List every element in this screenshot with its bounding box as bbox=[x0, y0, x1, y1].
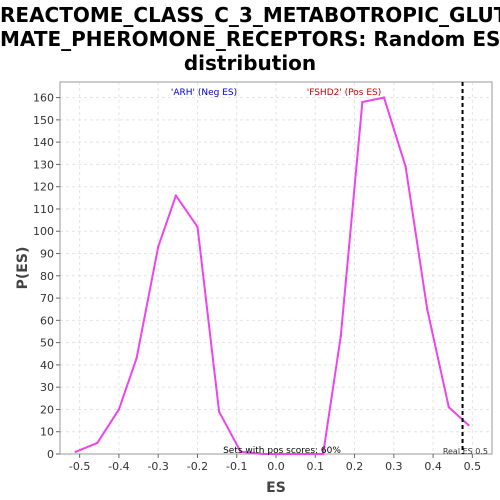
y-tick-label-16: 160 bbox=[33, 92, 54, 105]
data-point-0-9 bbox=[261, 452, 264, 456]
y-tick-label-0: 0 bbox=[47, 448, 54, 461]
data-point-0-19 bbox=[467, 423, 470, 427]
data-point-0-5 bbox=[174, 194, 178, 197]
y-tick-label-14: 140 bbox=[33, 136, 54, 149]
x-tick-label-5: 0.0 bbox=[267, 460, 285, 473]
data-point-0-0 bbox=[74, 450, 77, 453]
x-tick-label-3: -0.2 bbox=[187, 460, 208, 473]
pos-es-annotation: 'FSHD2' (Pos ES) bbox=[307, 88, 382, 98]
data-point-0-6 bbox=[196, 225, 199, 228]
x-tick-label-1: -0.4 bbox=[108, 460, 129, 473]
x-tick-label-6: 0.1 bbox=[307, 460, 325, 473]
y-tick-label-7: 70 bbox=[40, 292, 54, 305]
x-tick-label-4: -0.1 bbox=[226, 460, 247, 473]
series-line-0 bbox=[75, 96, 470, 455]
data-point-0-12 bbox=[321, 452, 325, 456]
pos-scores-annotation: Sets with pos scores: 60% bbox=[223, 446, 341, 456]
data-point-0-8 bbox=[239, 450, 242, 453]
x-axis-label: ES bbox=[266, 480, 286, 496]
data-point-0-7 bbox=[217, 410, 221, 413]
data-point-0-18 bbox=[447, 406, 450, 409]
data-point-0-13 bbox=[339, 334, 342, 338]
y-tick-label-12: 120 bbox=[33, 181, 54, 194]
y-tick-label-6: 60 bbox=[40, 314, 54, 327]
chart-title: REACTOME_CLASS_C_3_METABOTROPIC_GLUTA MA… bbox=[0, 3, 500, 75]
y-tick-label-13: 130 bbox=[33, 158, 54, 171]
x-tick-label-9: 0.4 bbox=[424, 460, 442, 473]
y-tick-label-5: 50 bbox=[40, 337, 54, 350]
data-point-0-14 bbox=[361, 100, 364, 104]
title-line-3: distribution bbox=[183, 51, 317, 75]
y-tick-label-2: 20 bbox=[40, 403, 54, 416]
x-tick-label-2: -0.3 bbox=[147, 460, 168, 473]
data-point-0-10 bbox=[282, 452, 286, 456]
y-tick-label-3: 30 bbox=[40, 381, 54, 394]
y-tick-label-10: 100 bbox=[33, 225, 54, 238]
data-point-0-16 bbox=[404, 165, 407, 168]
title-line-2: MATE_PHEROMONE_RECEPTORS: Random ES bbox=[0, 27, 500, 51]
y-tick-label-8: 80 bbox=[40, 270, 54, 283]
data-point-0-1 bbox=[96, 441, 99, 445]
data-point-0-3 bbox=[135, 357, 138, 360]
y-tick-label-11: 110 bbox=[33, 203, 54, 216]
x-tick-label-7: 0.2 bbox=[346, 460, 364, 473]
data-point-0-2 bbox=[117, 408, 121, 411]
data-point-0-17 bbox=[426, 308, 429, 311]
neg-es-annotation: 'ARH' (Neg ES) bbox=[171, 88, 237, 98]
x-tick-label-10: 0.5 bbox=[464, 460, 482, 473]
real-es-label: Real ES 0.5 bbox=[443, 447, 488, 456]
y-tick-label-1: 10 bbox=[40, 426, 54, 439]
x-tick-label-0: -0.5 bbox=[69, 460, 90, 473]
title-line-1: REACTOME_CLASS_C_3_METABOTROPIC_GLUTA bbox=[0, 3, 500, 27]
y-tick-label-15: 150 bbox=[33, 114, 54, 127]
data-point-0-11 bbox=[304, 452, 307, 456]
y-tick-label-4: 40 bbox=[40, 359, 54, 372]
x-tick-label-8: 0.3 bbox=[385, 460, 403, 473]
data-point-0-4 bbox=[156, 245, 160, 249]
y-axis-label: P(ES) bbox=[15, 247, 31, 290]
data-point-0-15 bbox=[382, 96, 386, 99]
y-tick-label-9: 90 bbox=[40, 248, 54, 261]
